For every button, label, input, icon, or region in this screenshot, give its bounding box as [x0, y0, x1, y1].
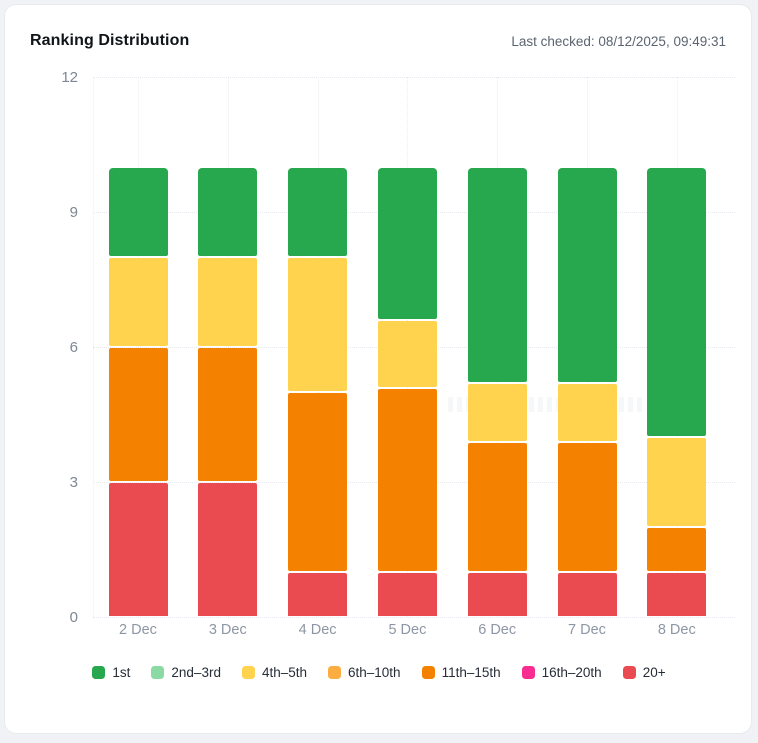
y-tick-label: 3: [69, 474, 78, 491]
bar-segment-8-dec-20+[interactable]: [647, 573, 707, 616]
legend-label: 11th–15th: [441, 665, 501, 680]
legend-swatch: [92, 666, 106, 679]
legend-item-4th–5th[interactable]: 4th–5th: [241, 665, 307, 680]
bar-segment-8-dec-1st[interactable]: [647, 168, 707, 436]
v-gridline: [138, 77, 139, 617]
y-tick-label: 9: [69, 204, 78, 221]
legend-item-11th–15th[interactable]: 11th–15th: [421, 665, 501, 680]
bar-segment-7-dec-11th–15th[interactable]: [557, 442, 617, 571]
bar-segment-4-dec-11th–15th[interactable]: [288, 393, 348, 571]
legend-label: 20+: [642, 665, 666, 680]
bar-segment-4-dec-4th–5th[interactable]: [288, 258, 348, 391]
legend-swatch: [421, 666, 435, 679]
bar-segment-6-dec-20+[interactable]: [467, 573, 527, 616]
bar-segment-6-dec-1st[interactable]: [467, 168, 527, 382]
legend-label: 6th–10th: [348, 665, 401, 680]
x-tick-label: 3 Dec: [208, 622, 247, 638]
legend-swatch: [521, 666, 535, 679]
bar-segment-3-dec-11th–15th[interactable]: [198, 348, 258, 481]
legend-item-1st[interactable]: 1st: [92, 665, 130, 680]
v-gridline: [227, 77, 229, 617]
bar-segment-2-dec-20+[interactable]: [108, 483, 168, 616]
bar-segment-8-dec-11th–15th[interactable]: [647, 528, 707, 571]
x-tick-label: 2 Dec: [119, 622, 157, 638]
bar-segment-3-dec-20+[interactable]: [198, 483, 258, 616]
legend-label: 1st: [112, 665, 131, 680]
x-tick-label: 4 Dec: [298, 622, 337, 638]
bar-segment-2-dec-11th–15th[interactable]: [108, 348, 168, 481]
y-tick-label: 6: [69, 339, 78, 356]
bar-segment-7-dec-1st[interactable]: [557, 168, 617, 382]
legend-label: 2nd–3rd: [171, 665, 221, 680]
bar-segment-4-dec-20+[interactable]: [288, 573, 348, 616]
bar-segment-7-dec-20+[interactable]: [557, 573, 617, 616]
legend-item-2nd–3rd[interactable]: 2nd–3rd: [151, 665, 221, 680]
bar-segment-3-dec-1st[interactable]: [198, 168, 258, 256]
legend-swatch: [328, 666, 341, 679]
chart-legend: 1st 2nd–3rd 4th–5th 6th–10th 11th–15th 16th–2…: [0, 665, 758, 680]
x-tick-label: 6 Dec: [478, 622, 517, 638]
y-tick-label: 12: [61, 69, 78, 86]
bar-segment-5-dec-11th–15th[interactable]: [377, 388, 437, 571]
legend-swatch: [151, 666, 165, 679]
legend-label: 4th–5th: [261, 665, 307, 680]
x-tick-label: 5 Dec: [388, 622, 427, 638]
bar-segment-6-dec-11th–15th[interactable]: [467, 442, 527, 571]
bar-segment-2-dec-4th–5th[interactable]: [108, 258, 168, 346]
bar-segment-5-dec-1st[interactable]: [377, 168, 437, 319]
h-gridline-0: [93, 617, 735, 618]
bar-segment-5-dec-20+[interactable]: [377, 573, 437, 616]
legend-label: 16th–20th: [541, 665, 602, 680]
legend-item-20+[interactable]: 20+: [622, 665, 666, 680]
bar-segment-6-dec-4th–5th[interactable]: [467, 384, 527, 441]
bar-segment-3-dec-4th–5th[interactable]: [198, 258, 258, 346]
bar-segment-4-dec-1st[interactable]: [288, 168, 348, 256]
y-axis-line: [93, 77, 94, 617]
legend-swatch: [241, 666, 255, 679]
bar-segment-5-dec-4th–5th[interactable]: [377, 321, 437, 387]
legend-swatch: [622, 666, 636, 679]
x-tick-label: 7 Dec: [568, 622, 606, 638]
h-gridline-12: [93, 77, 735, 78]
legend-item-16th–20th[interactable]: 16th–20th: [521, 665, 602, 680]
page-title: Ranking Distribution: [30, 32, 190, 49]
bar-segment-7-dec-4th–5th[interactable]: [557, 384, 617, 441]
y-tick-label: 0: [69, 609, 78, 626]
legend-item-6th–10th[interactable]: 6th–10th: [328, 665, 401, 680]
bar-segment-8-dec-4th–5th[interactable]: [647, 438, 707, 526]
last-checked-timestamp: Last checked: 08/12/2025, 09:49:31: [511, 34, 726, 49]
bar-segment-2-dec-1st[interactable]: [108, 168, 168, 256]
x-tick-label: 8 Dec: [657, 622, 696, 638]
